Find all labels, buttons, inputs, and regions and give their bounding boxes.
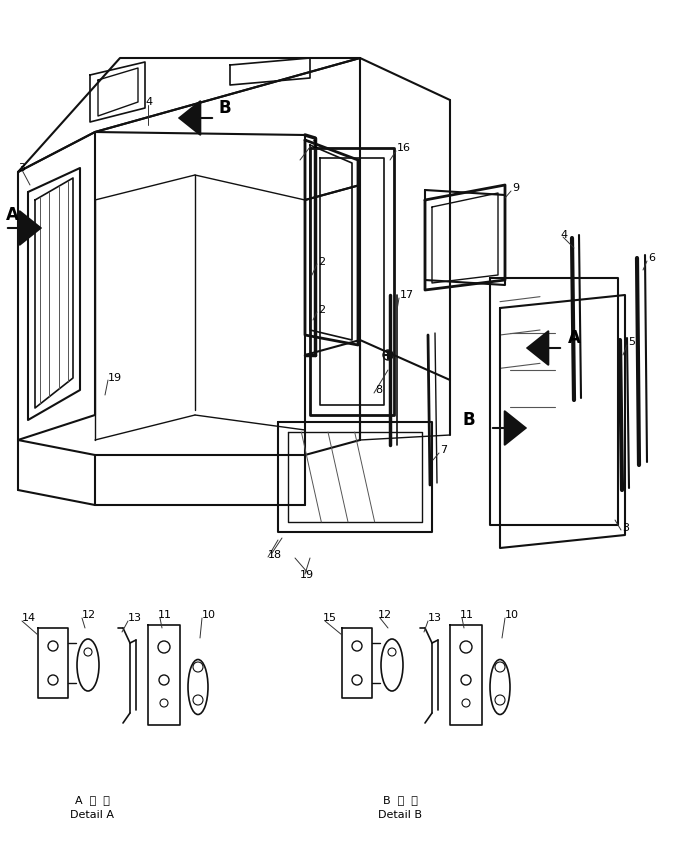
Text: 9: 9 bbox=[512, 183, 519, 193]
Text: 13: 13 bbox=[428, 613, 442, 623]
Text: B: B bbox=[462, 411, 475, 429]
Text: A: A bbox=[568, 329, 581, 347]
Text: 10: 10 bbox=[505, 610, 519, 620]
Text: A: A bbox=[6, 206, 19, 224]
Text: 16: 16 bbox=[397, 143, 411, 153]
Text: 11: 11 bbox=[158, 610, 172, 620]
Text: A  詳  細: A 詳 細 bbox=[75, 795, 109, 805]
Text: 12: 12 bbox=[82, 610, 96, 620]
Text: 5: 5 bbox=[628, 337, 635, 347]
Text: Detail B: Detail B bbox=[378, 810, 422, 820]
Text: 4: 4 bbox=[560, 230, 567, 240]
Text: 12: 12 bbox=[378, 610, 392, 620]
Text: 4: 4 bbox=[145, 97, 152, 107]
Text: 3: 3 bbox=[622, 523, 629, 533]
Text: 10: 10 bbox=[202, 610, 216, 620]
Text: 3: 3 bbox=[18, 163, 25, 173]
Text: B: B bbox=[218, 99, 231, 117]
Text: 14: 14 bbox=[22, 613, 36, 623]
Text: B  詳  細: B 詳 細 bbox=[382, 795, 418, 805]
Text: 7: 7 bbox=[440, 445, 447, 455]
Text: 6: 6 bbox=[648, 253, 655, 263]
Text: 1: 1 bbox=[312, 140, 319, 150]
Text: 19: 19 bbox=[300, 570, 314, 580]
Text: 8: 8 bbox=[375, 385, 382, 395]
Text: 17: 17 bbox=[400, 290, 414, 300]
Text: 15: 15 bbox=[323, 613, 337, 623]
Text: 11: 11 bbox=[460, 610, 474, 620]
Text: Detail A: Detail A bbox=[70, 810, 114, 820]
Text: 2: 2 bbox=[318, 305, 325, 315]
Text: 2: 2 bbox=[318, 257, 325, 267]
Text: 13: 13 bbox=[128, 613, 142, 623]
Text: 18: 18 bbox=[268, 550, 282, 560]
Text: 19: 19 bbox=[108, 373, 122, 383]
